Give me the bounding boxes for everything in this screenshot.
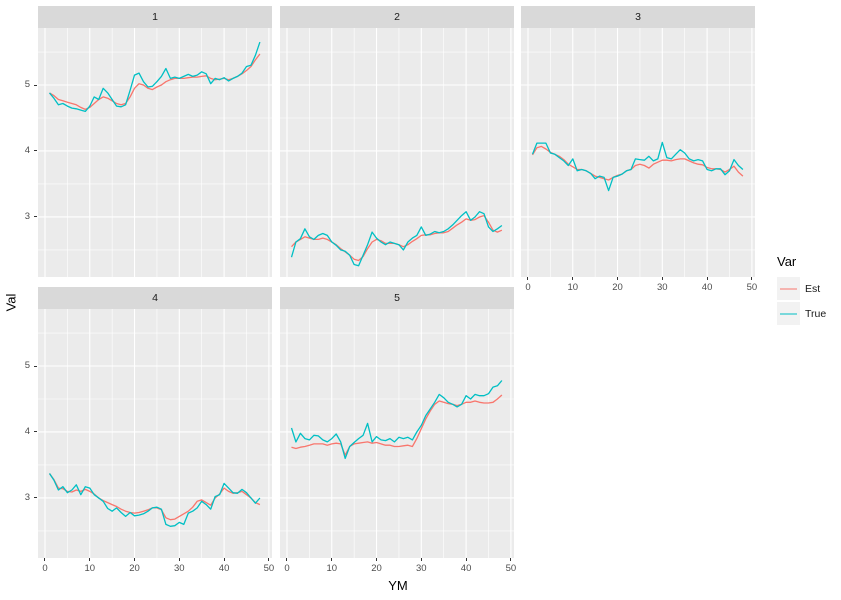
y-tick-label: 3 [24,210,30,222]
facet-strip-4: 4 [38,287,272,309]
y-tick-label: 3 [24,491,30,503]
y-axis-title: Val [3,293,19,312]
x-tick-label: 10 [567,282,579,293]
x-tick-label: 30 [416,563,427,574]
legend-title: Var [777,254,797,269]
series-line-true-facet-3 [531,141,744,192]
facet-strip-5: 5 [280,287,514,309]
x-tick-mark [751,277,753,280]
x-tick-label: 30 [174,563,185,574]
x-tick-mark [223,558,225,561]
x-tick-mark [706,277,708,280]
x-tick-label: 20 [371,563,382,574]
y-tick-mark [34,216,37,218]
x-tick-mark [331,558,333,561]
series-line-true-facet-2 [290,211,503,267]
x-tick-label: 20 [129,563,140,574]
x-tick-label: 40 [218,563,230,574]
x-tick-mark [178,558,180,561]
legend: Var Est True [770,254,840,327]
y-tick-mark [34,431,37,433]
legend-entries: Est True [770,277,840,325]
x-tick-mark [661,277,663,280]
x-tick-mark [89,558,91,561]
series-line-true-facet-5 [290,380,503,460]
x-tick-label: 50 [746,282,758,293]
facet-panel-4 [38,309,272,558]
x-tick-mark [572,277,574,280]
facet-panel-3 [521,28,755,277]
series-line-true-facet-4 [48,473,261,527]
x-tick-mark [420,558,422,561]
legend-entry-true: True [777,302,840,325]
x-tick-label: 50 [263,563,275,574]
facet-panel-2 [280,28,514,277]
x-tick-label: 20 [612,282,623,293]
y-tick-mark [34,84,37,86]
x-tick-mark [268,558,270,561]
x-tick-mark [617,277,619,280]
x-tick-mark [134,558,136,561]
x-tick-label: 10 [84,563,96,574]
x-tick-label: 0 [42,563,48,574]
y-tick-mark [34,365,37,367]
legend-key-line-icon [780,288,797,289]
y-tick-label: 4 [24,425,30,437]
y-tick-label: 5 [24,360,30,371]
series-line-est-facet-5 [291,394,503,456]
x-tick-label: 10 [326,563,338,574]
legend-key-true [777,302,800,325]
facet-strip-1: 1 [38,6,272,28]
legend-key-est [777,277,800,300]
x-tick-label: 40 [460,563,472,574]
legend-entry-est: Est [777,277,840,300]
series-line-est-facet-3 [531,145,744,181]
y-tick-mark [34,150,37,152]
x-tick-mark [465,558,467,561]
series-line-true-facet-1 [48,41,261,113]
x-tick-mark [510,558,512,561]
legend-entry-label: True [805,307,827,320]
x-tick-mark [527,277,529,280]
legend-entry-label: Est [805,282,821,295]
x-tick-label: 50 [505,563,517,574]
x-tick-label: 40 [701,282,713,293]
facet-strip-3: 3 [521,6,755,28]
y-tick-mark [34,497,37,499]
x-tick-mark [376,558,378,561]
x-tick-label: 0 [525,282,531,293]
facet-panel-5 [280,309,514,558]
x-axis-title: YM [388,578,408,593]
legend-key-line-icon [780,313,797,314]
x-tick-label: 30 [657,282,668,293]
x-tick-label: 0 [284,563,290,574]
facet-strip-2: 2 [280,6,514,28]
y-tick-label: 5 [24,79,30,90]
x-tick-mark [286,558,288,561]
y-tick-label: 4 [24,144,30,156]
facet-panel-1 [38,28,272,277]
x-tick-mark [44,558,46,561]
